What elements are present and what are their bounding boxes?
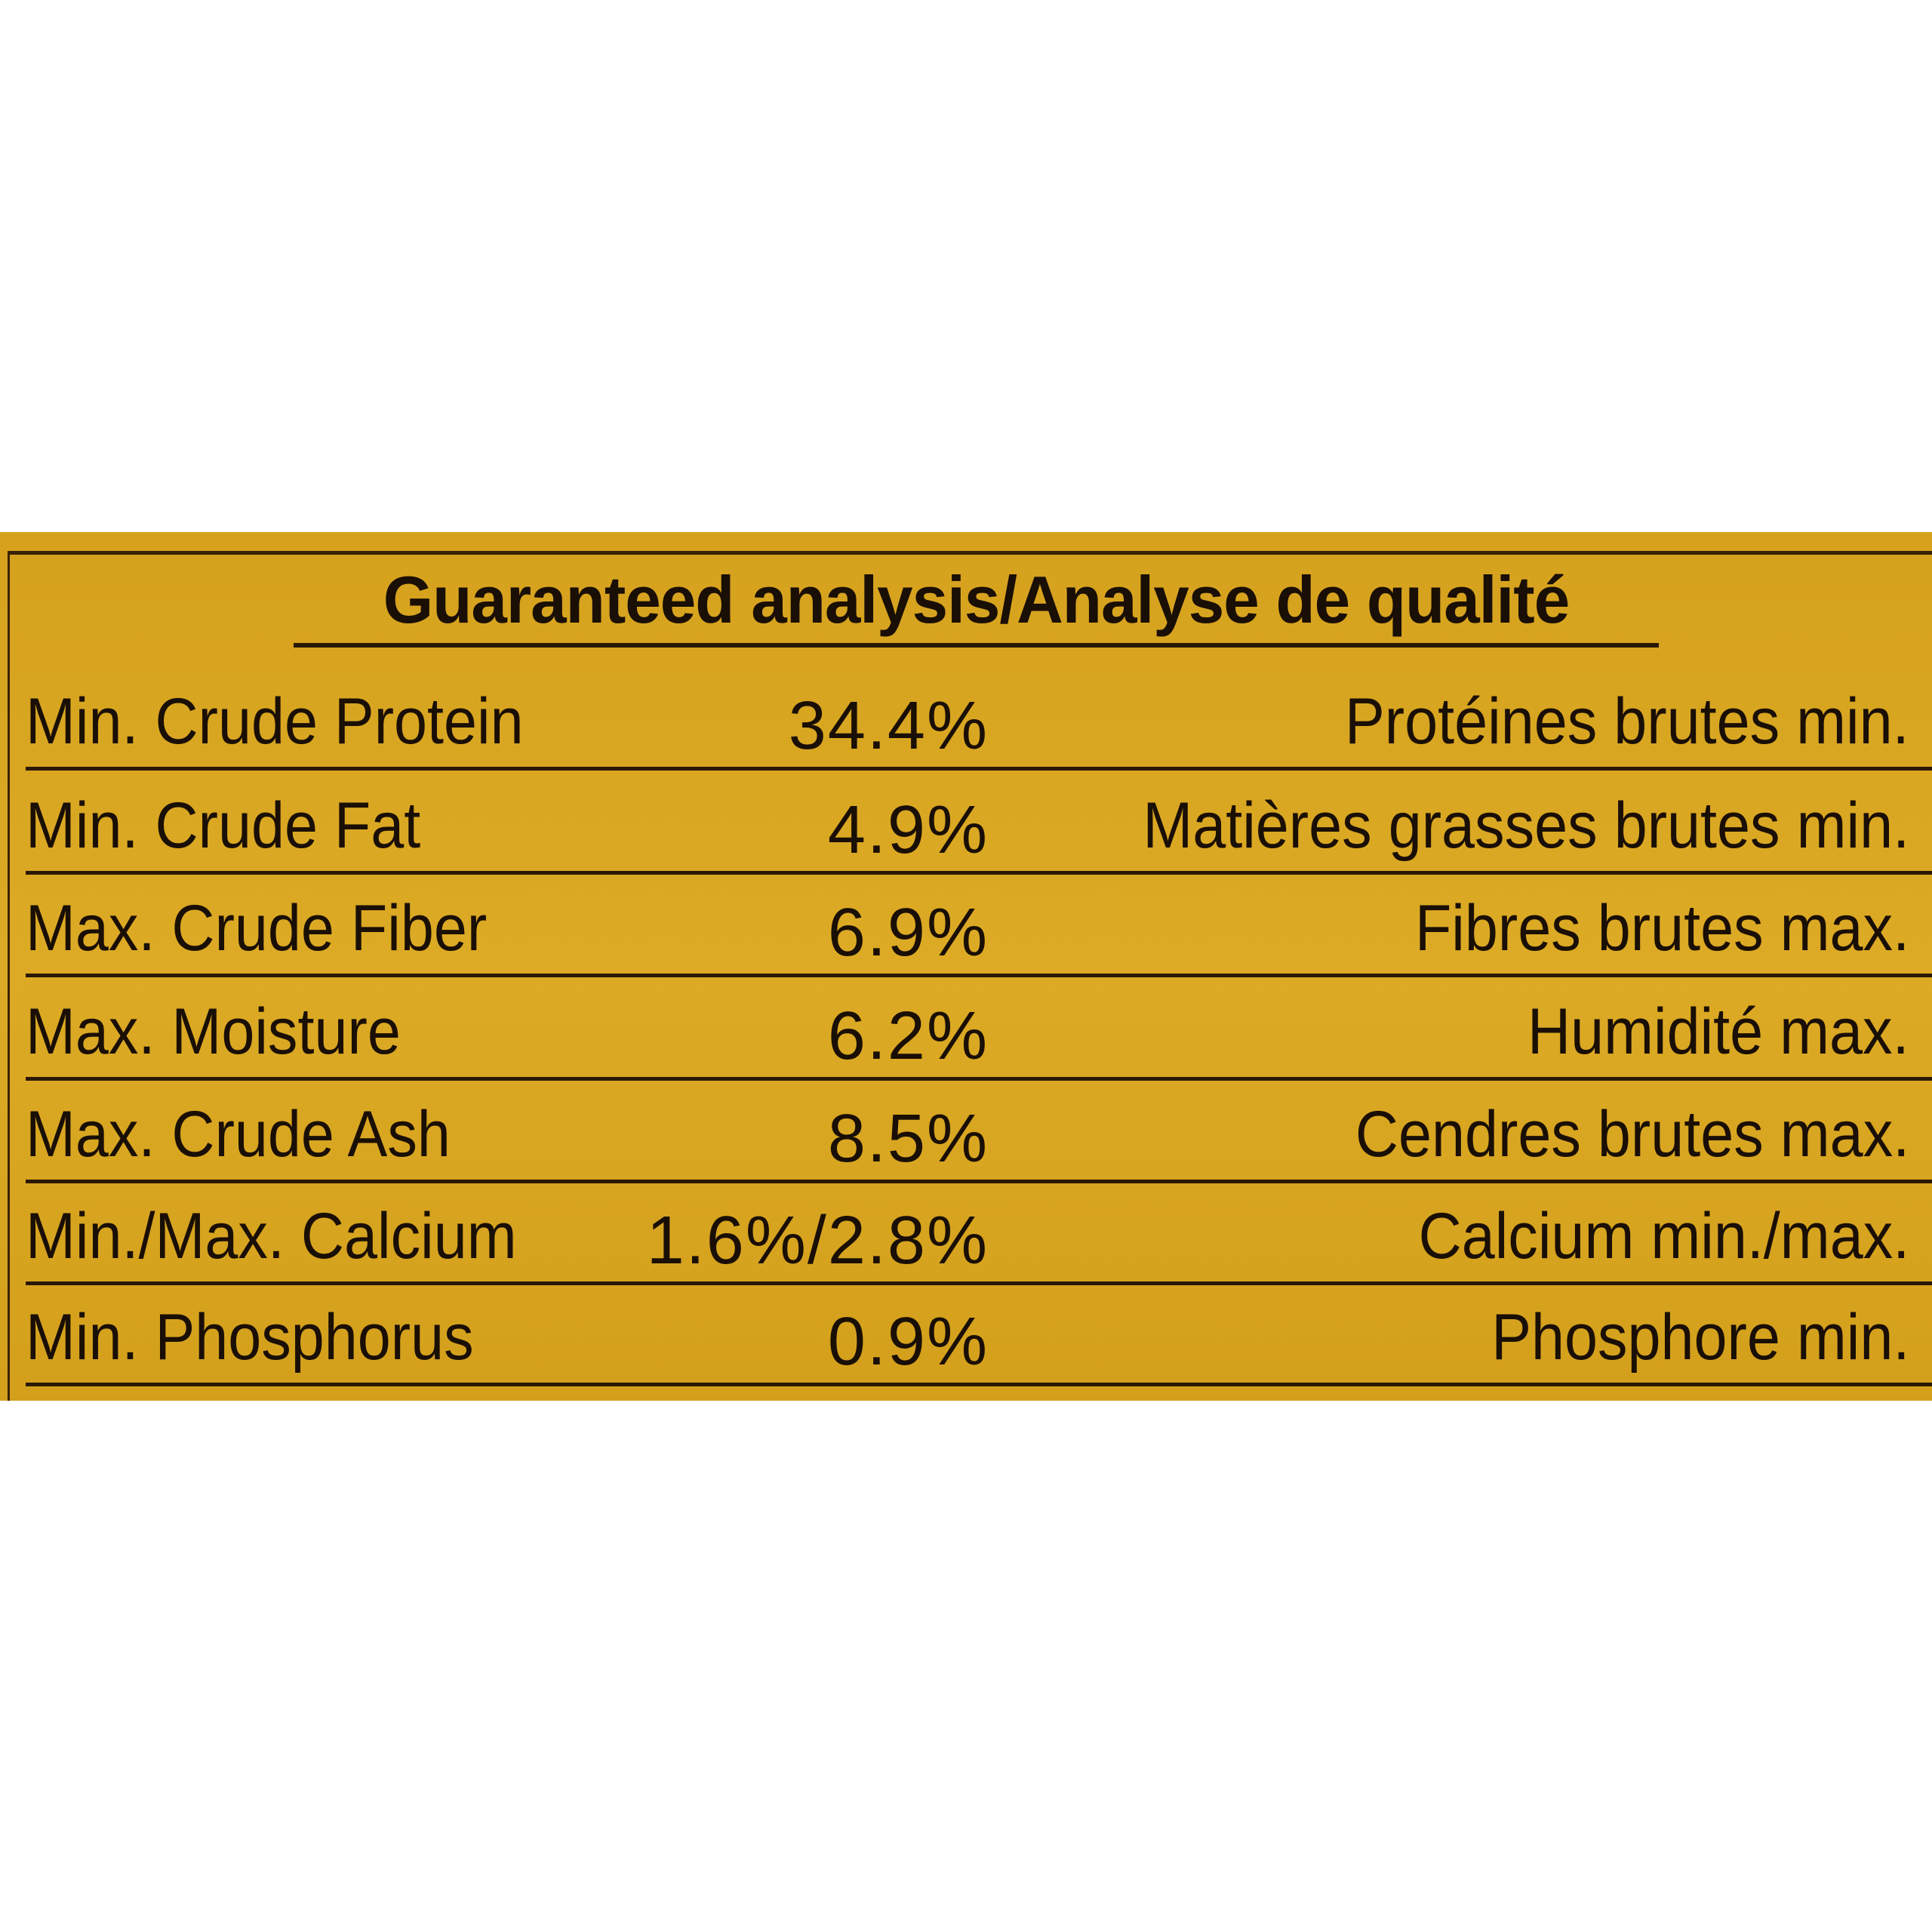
row-divider: [26, 1281, 1932, 1285]
nutrient-value: 1.6%/2.8%: [646, 1203, 989, 1278]
row-divider: [26, 871, 1932, 875]
nutrient-label-en: Max. Crude Ash: [26, 1098, 451, 1171]
nutrient-label-fr: Protéines brutes min.: [1345, 685, 1909, 758]
table-row: Min. Crude Fat 4.9% Matières grasses brute…: [0, 772, 1932, 875]
nutrient-value: 6.2%: [827, 998, 989, 1074]
label-frame: [8, 551, 1932, 1401]
nutrient-label-fr: Cendres brutes max.: [1355, 1098, 1909, 1171]
table-row: Max. Crude Ash 8.5% Cendres brutes max.: [0, 1081, 1932, 1183]
title-underline: [294, 643, 1659, 648]
row-divider: [26, 974, 1932, 977]
nutrient-label-en: Max. Moisture: [26, 995, 401, 1068]
row-divider: [26, 767, 1932, 771]
label-band: [0, 532, 1932, 1401]
nutrient-value: 6.9%: [827, 895, 989, 971]
nutrient-label-fr: Fibres brutes max.: [1414, 892, 1909, 964]
nutrient-value: 8.5%: [827, 1101, 989, 1177]
table-row: Min./Max. Calcium 1.6%/2.8% Calcium min./m…: [0, 1183, 1932, 1285]
nutrient-label-fr: Humidité max.: [1527, 995, 1909, 1068]
nutrient-label-fr: Matières grasses brutes min.: [1143, 789, 1909, 862]
nutrient-label-en: Max. Crude Fiber: [26, 892, 488, 964]
table-row: Min. Phosphorus 0.9% Phosphore min.: [0, 1284, 1932, 1386]
nutrient-value: 34.4%: [788, 688, 989, 764]
table-row: Max. Moisture 6.2% Humidité max.: [0, 978, 1932, 1081]
table-row: Max. Crude Fiber 6.9% Fibres brutes max.: [0, 875, 1932, 977]
nutrient-value: 0.9%: [827, 1304, 989, 1380]
nutrient-label-fr: Calcium min./max.: [1418, 1200, 1909, 1272]
row-divider: [26, 1383, 1932, 1386]
row-divider: [26, 1180, 1932, 1183]
nutrient-label-en: Min. Crude Fat: [26, 789, 421, 862]
nutrient-label-en: Min. Phosphorus: [26, 1301, 474, 1374]
nutrient-value: 4.9%: [827, 792, 989, 868]
nutrient-label-en: Min. Crude Protein: [26, 685, 524, 758]
row-divider: [26, 1077, 1932, 1081]
nutrient-label-en: Min./Max. Calcium: [26, 1200, 517, 1272]
analysis-title: Guaranteed analysis/Analyse de qualité: [383, 562, 1570, 637]
nutrient-label-fr: Phosphore min.: [1491, 1301, 1909, 1374]
table-row: Min. Crude Protein 34.4% Protéines brutes …: [0, 668, 1932, 771]
